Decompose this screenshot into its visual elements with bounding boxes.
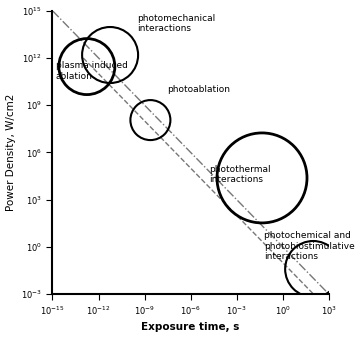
Text: photothermal
interactions: photothermal interactions (209, 165, 271, 185)
Text: plasma induced
ablation: plasma induced ablation (55, 61, 127, 80)
Y-axis label: Power Density, W/cm2: Power Density, W/cm2 (5, 94, 15, 211)
Text: photomechanical
interactions: photomechanical interactions (137, 14, 215, 33)
Text: photoablation: photoablation (168, 85, 231, 94)
X-axis label: Exposure time, s: Exposure time, s (141, 322, 240, 333)
Text: photochemical and
photobiostimulative
interactions: photochemical and photobiostimulative in… (264, 231, 355, 261)
